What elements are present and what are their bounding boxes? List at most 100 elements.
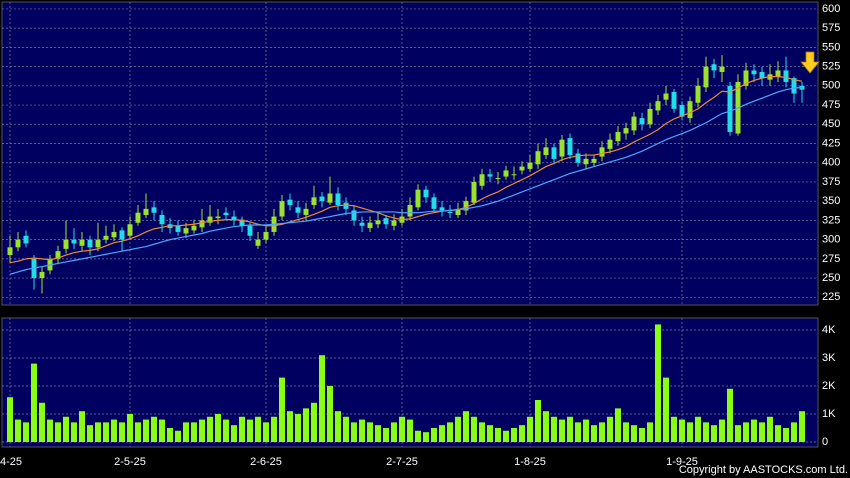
volume-bar: [367, 422, 373, 442]
volume-bar: [567, 416, 573, 442]
candle-body: [343, 202, 349, 209]
volume-bar: [31, 363, 37, 442]
y-tick-label: 475: [822, 99, 840, 111]
volume-bar: [711, 425, 717, 442]
volume-bar: [319, 355, 325, 442]
candle-body: [87, 239, 93, 248]
moving-average-line: [9, 75, 803, 264]
volume-bar: [87, 425, 93, 442]
volume-bar: [423, 432, 429, 442]
volume-bar: [743, 422, 749, 442]
volume-bar: [551, 416, 557, 442]
candle-body: [39, 271, 45, 279]
candle-body: [423, 189, 429, 198]
candle-body: [663, 93, 669, 100]
candle-body: [759, 71, 765, 79]
candle-body: [55, 251, 61, 259]
candle-body: [751, 70, 757, 75]
candle-body: [79, 239, 85, 246]
y-tick-label: 575: [822, 22, 840, 34]
volume-bar: [359, 419, 365, 442]
candle-body: [583, 158, 589, 165]
volume-bar: [351, 422, 357, 442]
candle-body: [351, 210, 357, 221]
y-tick-label: 350: [822, 195, 840, 207]
volume-bar: [95, 422, 101, 442]
candle-body: [239, 219, 245, 226]
volume-bar: [55, 422, 61, 442]
candle-body: [175, 225, 181, 232]
volume-bar: [311, 402, 317, 442]
candle-body: [455, 208, 461, 216]
volume-bar: [127, 413, 133, 442]
volume-bar: [431, 427, 437, 442]
candle-body: [159, 215, 165, 225]
y-tick-label: 500: [822, 80, 840, 92]
volume-bar: [615, 408, 621, 442]
x-tick-label: 1-8-25: [514, 456, 546, 468]
volume-tick-label: 2K: [822, 380, 836, 392]
y-tick-label: 550: [822, 41, 840, 53]
candle-body: [15, 239, 21, 248]
candle-body: [303, 208, 309, 216]
candle-body: [231, 216, 237, 221]
volume-bar: [239, 416, 245, 442]
volume-bar: [583, 419, 589, 442]
candle-body: [543, 147, 549, 156]
candle-body: [95, 239, 101, 248]
volume-bar: [399, 416, 405, 442]
volume-bar: [647, 422, 653, 442]
candle-body: [255, 239, 261, 246]
candle-body: [319, 196, 325, 202]
volume-bar: [415, 430, 421, 442]
candle-body: [207, 216, 213, 223]
volume-bar: [519, 425, 525, 442]
volume-bar: [23, 422, 29, 442]
volume-bar: [543, 411, 549, 442]
candle-body: [375, 220, 381, 225]
candle-body: [191, 225, 197, 231]
candle-body: [679, 105, 685, 117]
volume-bar: [767, 416, 773, 442]
volume-bar: [175, 430, 181, 442]
candle-body: [695, 85, 701, 103]
volume-bar: [447, 422, 453, 442]
volume-bar: [463, 411, 469, 442]
x-tick-label: 2-6-25: [250, 456, 282, 468]
volume-bar: [295, 413, 301, 442]
volume-bar: [407, 419, 413, 442]
volume-bar: [183, 422, 189, 442]
volume-bar: [599, 422, 605, 442]
candle-body: [551, 147, 557, 159]
volume-bar: [687, 422, 693, 442]
candle-body: [151, 207, 157, 213]
candle-body: [727, 85, 733, 132]
candle-body: [783, 70, 789, 82]
candle-body: [655, 101, 661, 111]
candle-body: [247, 225, 253, 236]
volume-bar: [143, 419, 149, 442]
candle-body: [311, 197, 317, 206]
arrow-marker: [800, 51, 820, 74]
candle-body: [407, 205, 413, 217]
volume-bar: [15, 419, 21, 442]
y-tick-label: 275: [822, 253, 840, 265]
candle-body: [479, 174, 485, 186]
volume-bar: [639, 427, 645, 442]
candle-body: [719, 66, 725, 72]
candle-body: [591, 158, 597, 163]
candle-body: [431, 197, 437, 209]
candle-body: [503, 170, 509, 177]
volume-bar: [231, 425, 237, 442]
volume-bar: [703, 422, 709, 442]
candle-body: [703, 66, 709, 88]
volume-bar: [263, 422, 269, 442]
candle-body: [607, 139, 613, 149]
volume-bar: [791, 422, 797, 442]
y-tick-label: 300: [822, 234, 840, 246]
volume-bar: [215, 413, 221, 442]
volume-bar: [287, 411, 293, 442]
candle-body: [359, 222, 365, 226]
volume-bar: [7, 397, 13, 442]
